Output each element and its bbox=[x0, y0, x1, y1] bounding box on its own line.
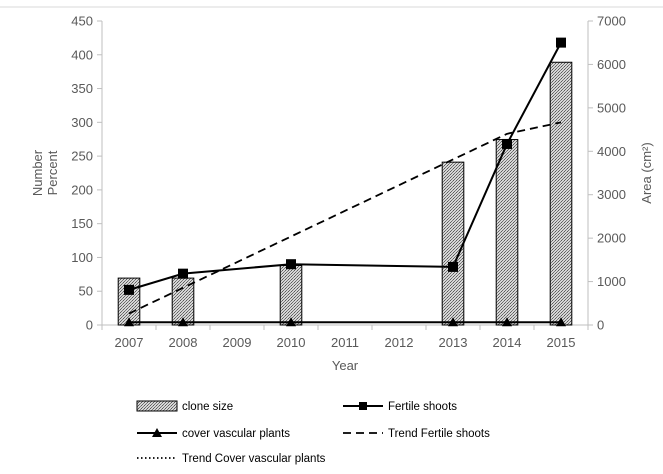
legend: clone size Fertile shoots cover vascular p… bbox=[136, 400, 490, 465]
right-axis-title: Area (cm²) bbox=[639, 142, 654, 203]
bar-clone-size bbox=[549, 61, 573, 326]
bar-clone-size bbox=[279, 265, 303, 326]
legend-label: Trend Cover vascular plants bbox=[182, 453, 326, 465]
marker-square bbox=[448, 261, 458, 272]
series-markers bbox=[124, 37, 566, 327]
marker-square bbox=[178, 268, 188, 279]
x-tick-label: 2009 bbox=[223, 335, 252, 350]
x-tick-label: 2011 bbox=[331, 335, 359, 350]
marker-square bbox=[286, 259, 296, 270]
left-tick-label: 50 bbox=[79, 284, 93, 299]
left-tick-label: 400 bbox=[71, 47, 93, 62]
legend-marker-square bbox=[359, 402, 367, 410]
marker-triangle bbox=[448, 317, 458, 327]
marker-triangle bbox=[502, 317, 512, 327]
series-line-square bbox=[128, 42, 562, 291]
left-tick-label: 0 bbox=[86, 318, 93, 333]
marker-square bbox=[502, 138, 512, 149]
legend-label: Trend Fertile shoots bbox=[388, 428, 490, 440]
left-tick-label: 300 bbox=[71, 115, 93, 130]
bar-clone-size bbox=[495, 139, 519, 326]
left-axis-title-line2: Percent bbox=[45, 150, 60, 195]
right-tick-label: 3000 bbox=[597, 187, 626, 202]
left-axis-title-line1: Number bbox=[30, 149, 45, 196]
x-tick-label: 2008 bbox=[169, 335, 198, 350]
left-tick-label: 200 bbox=[71, 182, 93, 197]
marker-triangle bbox=[286, 317, 296, 327]
x-tick-label: 2007 bbox=[115, 335, 144, 350]
right-tick-label: 4000 bbox=[597, 144, 626, 159]
left-tick-label: 350 bbox=[71, 81, 93, 96]
left-tick-label: 100 bbox=[71, 250, 93, 265]
marker-triangle bbox=[124, 317, 134, 327]
bar-clone-size bbox=[441, 161, 465, 326]
legend-label: Fertile shoots bbox=[388, 401, 457, 413]
x-axis-title: Year bbox=[332, 358, 359, 373]
legend-label: clone size bbox=[182, 401, 233, 413]
axes bbox=[97, 20, 593, 330]
right-tick-label: 5000 bbox=[597, 100, 626, 115]
x-tick-label: 2013 bbox=[439, 335, 468, 350]
marker-square bbox=[124, 284, 134, 295]
right-tick-label: 1000 bbox=[597, 274, 626, 289]
x-tick-label: 2015 bbox=[547, 335, 576, 350]
marker-square bbox=[556, 37, 566, 48]
right-tick-label: 2000 bbox=[597, 231, 626, 246]
legend-swatch-bar bbox=[136, 400, 178, 412]
x-tick-label: 2014 bbox=[493, 335, 522, 350]
left-tick-label: 150 bbox=[71, 216, 93, 231]
right-tick-label: 0 bbox=[597, 318, 604, 333]
x-tick-label: 2010 bbox=[277, 335, 306, 350]
marker-triangle bbox=[556, 317, 566, 327]
labels: 0 50 100 150 200 250 300 350 400 450 0 1000 2000 3000… bbox=[30, 14, 654, 374]
bars bbox=[117, 61, 573, 326]
left-tick-label: 250 bbox=[71, 149, 93, 164]
trend-line-dashed bbox=[128, 121, 562, 315]
right-tick-label: 6000 bbox=[597, 57, 626, 72]
marker-triangle bbox=[178, 317, 188, 327]
x-tick-label: 2012 bbox=[385, 335, 414, 350]
right-tick-label: 7000 bbox=[597, 14, 626, 29]
legend-label: cover vascular plants bbox=[182, 428, 290, 440]
series-lines bbox=[128, 42, 562, 324]
left-tick-label: 450 bbox=[71, 14, 93, 29]
legend-marker-triangle bbox=[152, 428, 162, 437]
